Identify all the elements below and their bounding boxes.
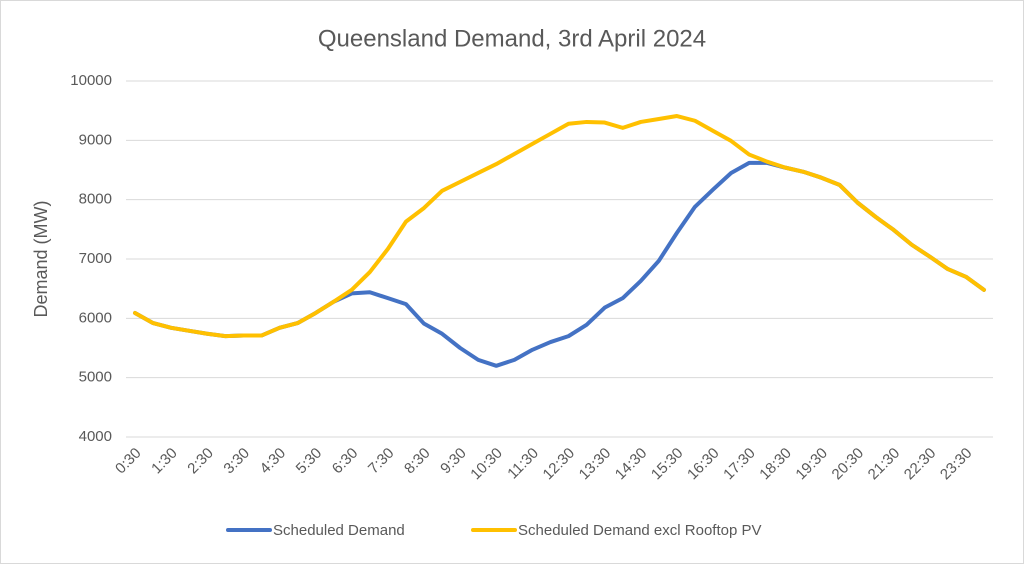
y-tick-label: 4000: [79, 428, 112, 445]
series-line: [133, 114, 986, 339]
y-tick-label: 9000: [79, 131, 112, 148]
y-tick-label: 10000: [70, 72, 112, 89]
y-tick-label: 6000: [79, 309, 112, 326]
y-tick-label: 7000: [79, 250, 112, 267]
y-tick-label: 8000: [79, 191, 112, 208]
chart-title: Queensland Demand, 3rd April 2024: [318, 25, 706, 52]
y-axis-label: Demand (MW): [31, 200, 51, 317]
legend-label: Scheduled Demand excl Rooftop PV: [518, 522, 761, 539]
legend-label: Scheduled Demand: [273, 522, 405, 539]
y-tick-label: 5000: [79, 369, 112, 386]
